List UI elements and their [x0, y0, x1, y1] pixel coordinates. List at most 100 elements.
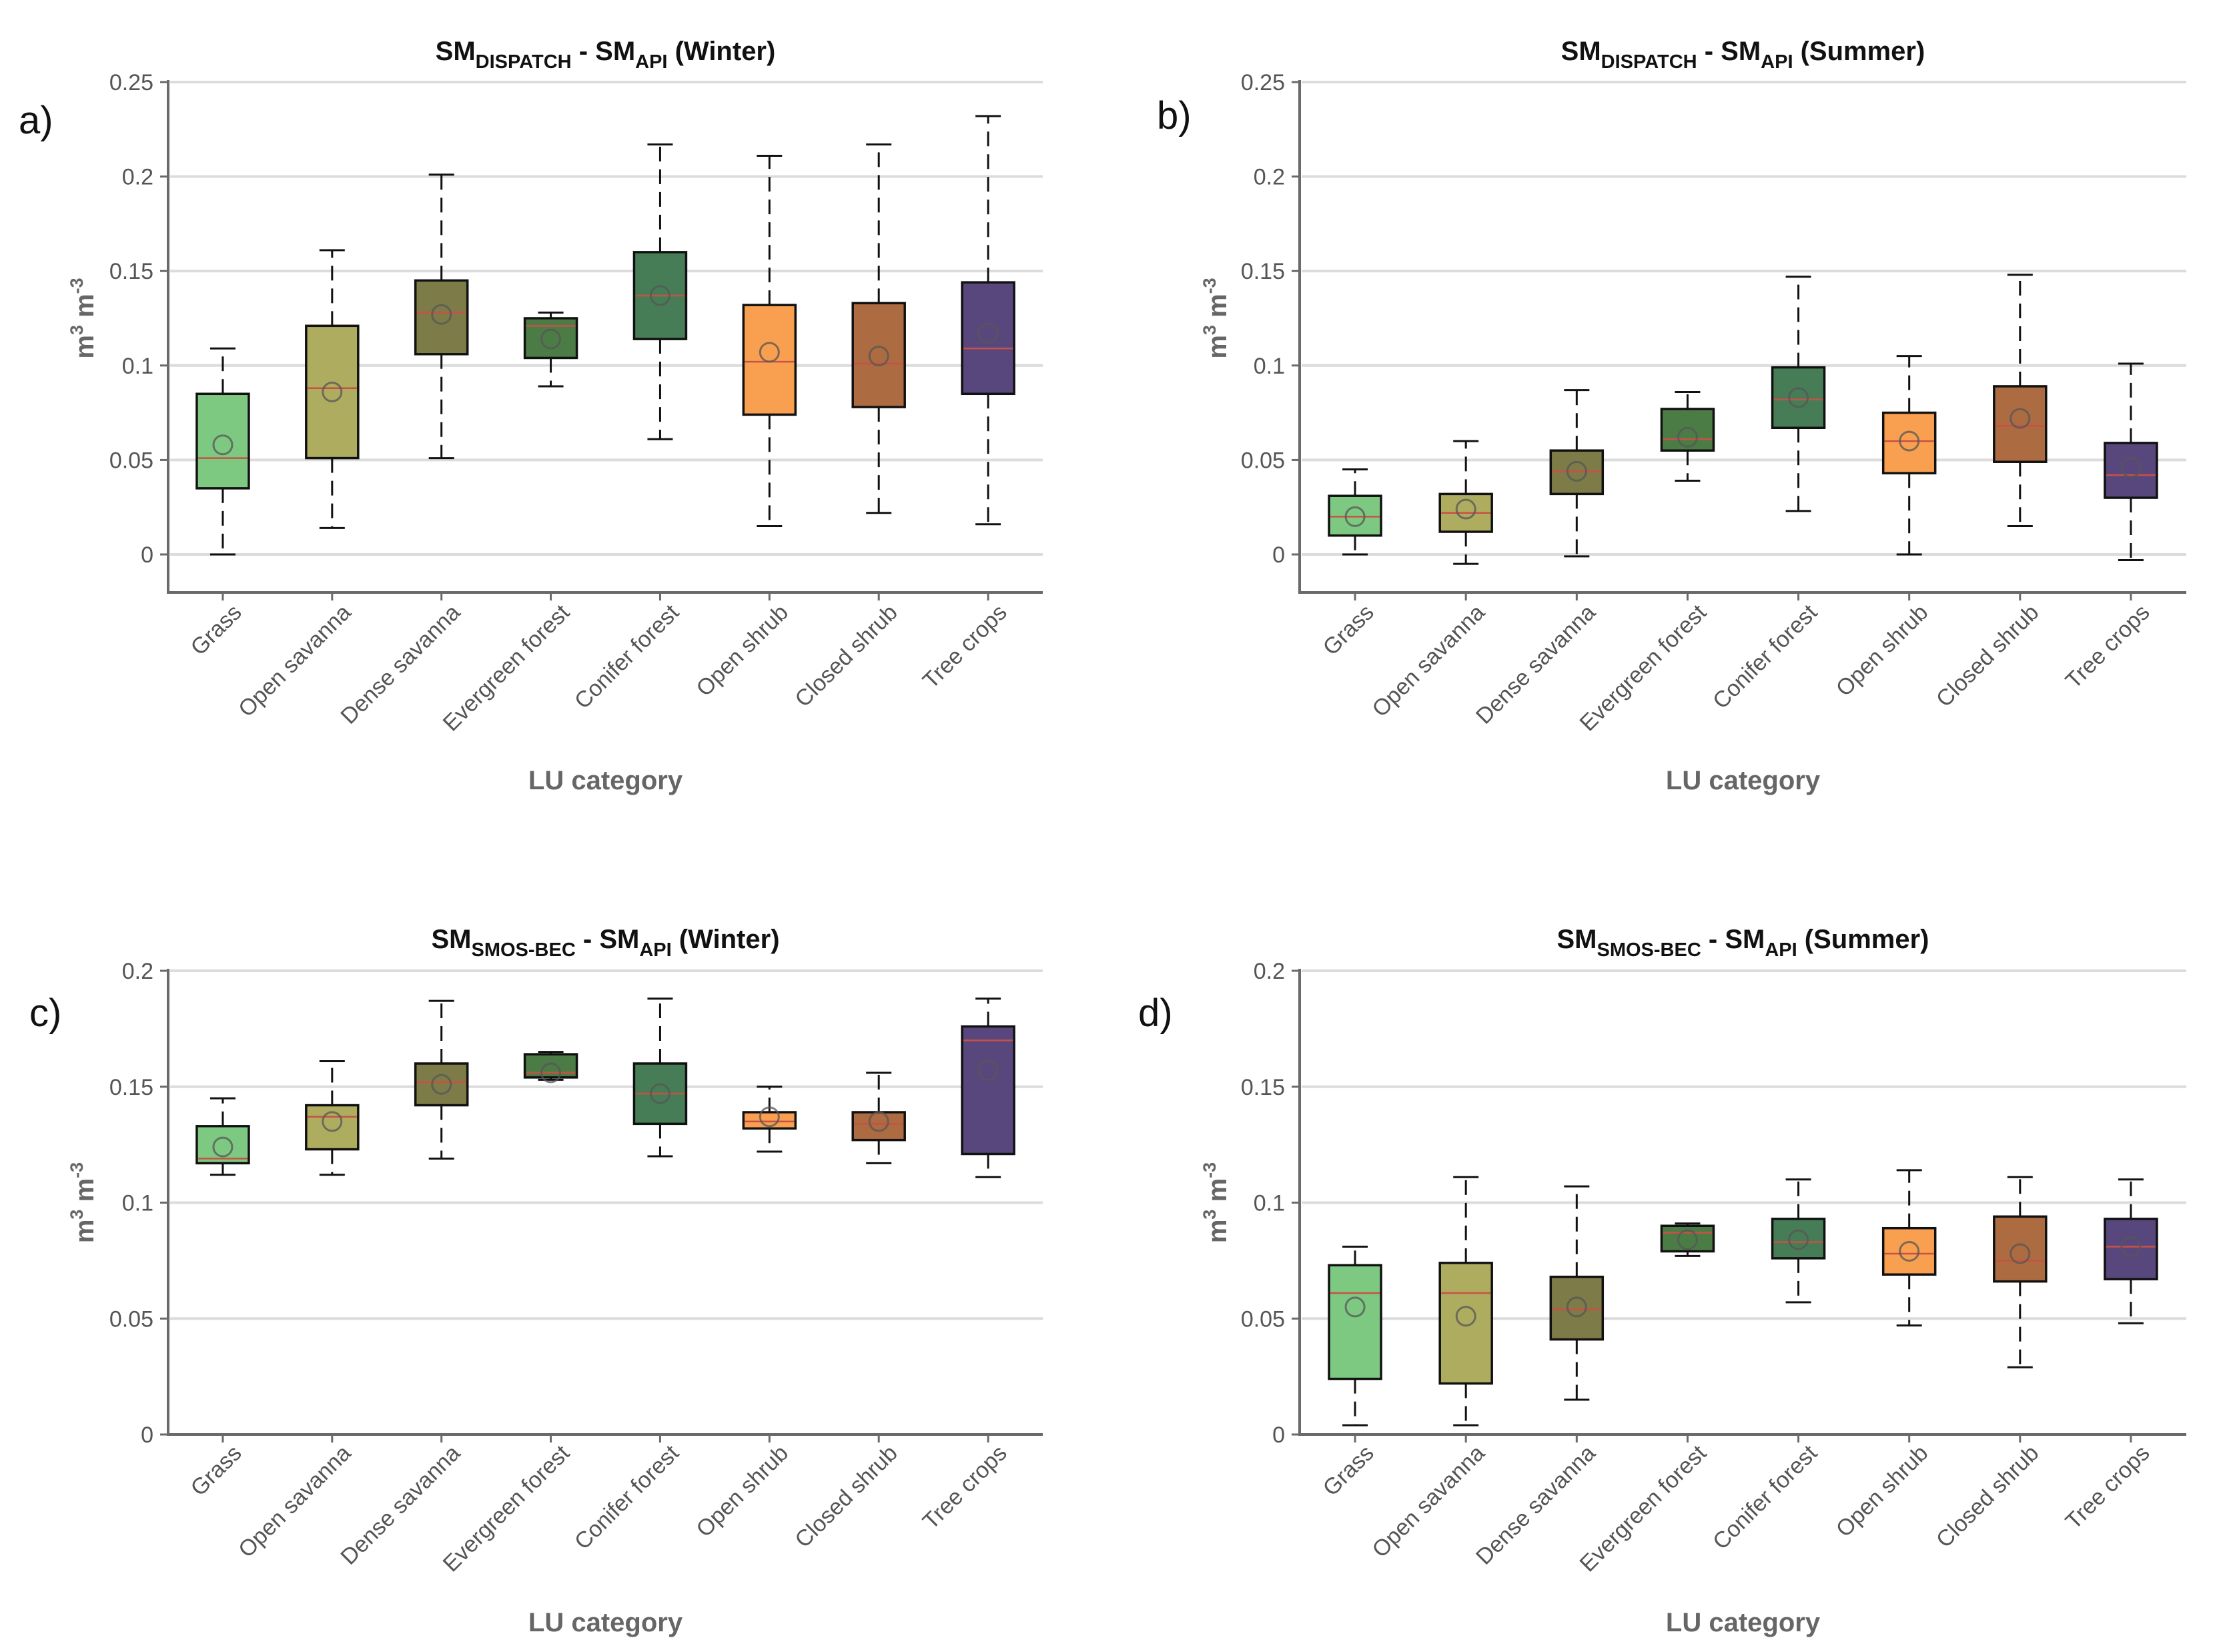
box-tree-crops: Tree crops [918, 997, 1015, 1535]
box-grass: Grass [1318, 468, 1382, 661]
y-tick-label: 0.2 [122, 165, 153, 190]
title-part: SM [431, 925, 471, 954]
x-tick-label: Tree crops [2061, 600, 2155, 694]
box-open-shrub: Open shrub [1831, 355, 1937, 701]
chart-title: SMDISPATCH - SMAPI (Winter) [436, 37, 776, 73]
title-part: - SM [572, 37, 636, 66]
title-part: - SM [1701, 925, 1765, 954]
panel-b: b) 0 0.05 0.1 0.15 0.2 0.25 SMDISPATCH - SMAPI … [1157, 37, 2186, 795]
iqr-box [523, 1053, 578, 1079]
box-closed-shrub: Closed shrub [790, 1072, 906, 1553]
x-tick-label: Grass [1318, 1440, 1379, 1501]
y-tick-label: 0.2 [1254, 165, 1285, 190]
y-tick-label: 0.15 [109, 259, 153, 284]
ylabel-part: m [1203, 335, 1232, 359]
ylabel-superscript: 3 [1200, 325, 1220, 335]
x-tick-label: Dense savanna [1471, 1440, 1601, 1570]
iqr-box [1328, 494, 1382, 537]
title-subscript: API [635, 51, 667, 73]
title-part: - SM [1697, 37, 1761, 66]
box-evergreen-forest: Evergreen forest [438, 312, 578, 736]
ylabel-superscript: -3 [67, 1162, 87, 1178]
ylabel-superscript: 3 [67, 1210, 87, 1220]
y-tick-label: 0 [141, 542, 153, 568]
mean-marker [977, 323, 999, 344]
mean-marker [1566, 460, 1587, 482]
x-tick-label: Open savanna [234, 1440, 356, 1563]
iqr-box [523, 317, 578, 360]
y-tick-label: 0.05 [1241, 448, 1285, 473]
iqr-box [961, 1025, 1015, 1156]
x-tick-label: Open savanna [1368, 600, 1490, 722]
iqr-box [1993, 1215, 2048, 1283]
x-tick-label: Conifer forest [1708, 599, 1823, 714]
box-closed-shrub: Closed shrub [1931, 274, 2048, 712]
iqr-box [1549, 1275, 1605, 1341]
title-subscript: DISPATCH [476, 51, 572, 73]
box-grass: Grass [186, 347, 250, 661]
mean-marker [431, 1074, 452, 1095]
x-tick-label: Closed shrub [790, 600, 903, 713]
y-tick-label: 0.1 [1254, 1191, 1285, 1216]
mean-marker [649, 1083, 671, 1104]
y-tick-label: 0.05 [1241, 1306, 1285, 1332]
mean-marker [2010, 408, 2031, 429]
title-subscript: DISPATCH [1601, 51, 1697, 73]
x-tick-label: Grass [186, 1440, 247, 1501]
panel-d: d) 0 0.05 0.1 0.15 0.2 SMSMOS-BEC - SMAPI (Sum… [1138, 925, 2186, 1637]
box-open-savanna: Open savanna [1368, 1176, 1493, 1563]
iqr-box [851, 1111, 906, 1142]
mean-marker [649, 285, 671, 306]
iqr-box [1549, 449, 1605, 496]
iqr-box [1660, 408, 1715, 452]
y-tick-label: 0.1 [122, 1191, 153, 1216]
iqr-box [742, 304, 797, 416]
y-tick-label: 0.25 [109, 70, 153, 95]
iqr-box [195, 1125, 250, 1165]
title-subscript: API [639, 939, 671, 961]
y-tick-label: 0.1 [1254, 354, 1285, 379]
x-tick-label: Conifer forest [1708, 1440, 1823, 1555]
title-subscript: SMOS-BEC [1597, 939, 1701, 961]
mean-marker [212, 1136, 234, 1158]
title-subscript: API [1761, 51, 1793, 73]
ylabel-part: m [70, 294, 99, 325]
x-tick-label: Dense savanna [1471, 600, 1601, 729]
title-part: (Summer) [1793, 37, 1925, 66]
box-open-savanna: Open savanna [234, 1060, 360, 1563]
y-tick-label: 0.05 [109, 448, 153, 473]
iqr-box [1438, 1262, 1493, 1385]
mean-marker [759, 1106, 780, 1128]
box-conifer-forest: Conifer forest [1708, 1178, 1826, 1555]
x-tick-label: Tree crops [2061, 1440, 2155, 1535]
box-closed-shrub: Closed shrub [1931, 1176, 2048, 1553]
y-tick-label: 0.1 [122, 354, 153, 379]
ylabel-superscript: -3 [1200, 278, 1220, 294]
y-tick-label: 0 [1272, 1422, 1285, 1448]
ylabel-part: m [1203, 1220, 1232, 1244]
iqr-box [1881, 1226, 1937, 1276]
box-open-shrub: Open shrub [691, 1086, 797, 1542]
y-axis-label: m3 m-3 [67, 278, 99, 358]
mean-marker [1677, 1229, 1698, 1250]
mean-marker [1899, 1240, 1920, 1262]
ylabel-superscript: -3 [1200, 1162, 1220, 1178]
box-open-shrub: Open shrub [1831, 1169, 1937, 1543]
panel-label: a) [19, 99, 53, 142]
y-tick-label: 0.2 [1254, 959, 1285, 984]
mean-marker [1344, 506, 1366, 527]
ylabel-part: m [1203, 294, 1232, 325]
ylabel-superscript: 3 [1200, 1210, 1220, 1220]
y-axis-label: m3 m-3 [1200, 278, 1232, 358]
iqr-box [1771, 1218, 1826, 1260]
title-part: SM [1561, 37, 1601, 66]
panel-label: d) [1138, 991, 1173, 1035]
x-tick-label: Tree crops [918, 600, 1012, 694]
box-open-savanna: Open savanna [1368, 440, 1493, 722]
mean-marker [540, 328, 562, 350]
ylabel-part: m [70, 335, 99, 359]
box-tree-crops: Tree crops [918, 115, 1015, 694]
x-axis-label: LU category [528, 1608, 683, 1637]
x-tick-label: Open shrub [1831, 1440, 1933, 1543]
mean-marker [1788, 387, 1809, 408]
